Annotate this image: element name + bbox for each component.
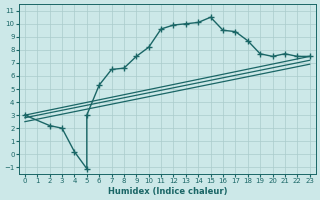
- X-axis label: Humidex (Indice chaleur): Humidex (Indice chaleur): [108, 187, 227, 196]
